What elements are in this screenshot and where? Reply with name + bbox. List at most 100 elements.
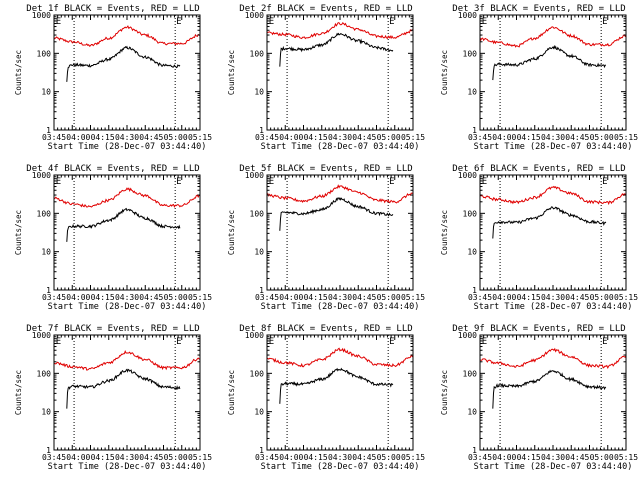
x-tick-label: 04:15 (304, 133, 328, 142)
chart-title: Det 1f BLACK = Events, RED = LLD (26, 4, 199, 14)
x-tick-label: 05:15 (401, 293, 425, 302)
e-marker-label-1: E (482, 17, 487, 27)
e-marker-label-1: E (269, 337, 274, 347)
e-marker-label-2: E (176, 177, 181, 187)
e-marker-label-1: E (269, 17, 274, 27)
series-line-events (279, 196, 394, 231)
x-tick-label: 04:15 (517, 293, 541, 302)
x-tick-label: 05:00 (164, 453, 188, 462)
x-tick-label: 04:30 (328, 133, 352, 142)
x-tick-label: 04:45 (139, 293, 163, 302)
x-tick-label: 04:45 (352, 133, 376, 142)
y-tick-label: 1 (46, 126, 51, 135)
x-axis-label: Start Time (28-Dec-07 03:44:40) (261, 462, 420, 472)
plot-frame (53, 174, 201, 291)
x-tick-label: 03:45 (255, 293, 279, 302)
x-tick-label: 04:15 (517, 133, 541, 142)
y-axis-label: Counts/sec (440, 50, 449, 95)
e-marker-label-2: E (602, 17, 607, 27)
y-tick-label: 1000 (32, 171, 51, 180)
x-tick-label: 04:45 (139, 453, 163, 462)
x-tick-label: 04:30 (115, 453, 139, 462)
x-tick-label: 03:45 (255, 133, 279, 142)
y-tick-label: 100 (463, 49, 478, 58)
y-tick-label: 10 (41, 248, 51, 257)
x-tick-label: 05:00 (377, 293, 401, 302)
x-tick-label: 05:15 (614, 293, 638, 302)
y-tick-label: 100 (37, 369, 52, 378)
y-tick-label: 1 (46, 286, 51, 295)
y-tick-label: 10 (467, 248, 477, 257)
chart-panel-2: Det 2f BLACK = Events, RED = LLD E E 1 10 100… (227, 4, 425, 152)
x-axis-label: Start Time (28-Dec-07 03:44:40) (48, 462, 207, 472)
x-tick-label: 05:15 (614, 453, 638, 462)
y-tick-label: 1000 (32, 11, 51, 20)
e-marker-label-2: E (389, 17, 394, 27)
x-axis-label: Start Time (28-Dec-07 03:44:40) (474, 462, 633, 472)
x-tick-label: 04:15 (304, 293, 328, 302)
x-tick-label: 04:00 (279, 293, 303, 302)
y-tick-label: 1 (46, 446, 51, 455)
chart-panel-1: Det 1f BLACK = Events, RED = LLD E E 1 10 100… (14, 4, 212, 152)
y-axis-label: Counts/sec (440, 370, 449, 415)
x-tick-label: 04:45 (565, 453, 589, 462)
x-tick-label: 04:15 (91, 293, 115, 302)
x-tick-label: 04:15 (304, 453, 328, 462)
x-tick-label: 03:45 (42, 133, 66, 142)
y-tick-label: 10 (41, 88, 51, 97)
e-marker-label-1: E (56, 177, 61, 187)
x-tick-label: 04:30 (541, 453, 565, 462)
x-tick-label: 04:00 (492, 293, 516, 302)
series-line-lld (266, 184, 414, 204)
series-line-events (66, 207, 181, 242)
x-tick-label: 04:00 (279, 453, 303, 462)
x-tick-label: 05:00 (590, 453, 614, 462)
x-axis-label: Start Time (28-Dec-07 03:44:40) (48, 302, 207, 312)
series-line-events (279, 32, 394, 67)
x-tick-label: 03:45 (468, 293, 492, 302)
e-marker-label-1: E (482, 177, 487, 187)
x-tick-label: 04:00 (66, 293, 90, 302)
x-axis-label: Start Time (28-Dec-07 03:44:40) (261, 302, 420, 312)
y-tick-label: 1 (259, 286, 264, 295)
x-tick-label: 04:15 (517, 453, 541, 462)
y-tick-label: 100 (250, 369, 265, 378)
x-tick-label: 04:45 (565, 133, 589, 142)
y-tick-label: 1 (472, 286, 477, 295)
x-tick-label: 05:00 (164, 133, 188, 142)
chart-title: Det 9f BLACK = Events, RED = LLD (452, 324, 625, 334)
series-line-events (66, 45, 181, 82)
y-axis-label: Counts/sec (227, 370, 236, 415)
chart-title: Det 3f BLACK = Events, RED = LLD (452, 4, 625, 14)
y-axis-label: Counts/sec (14, 210, 23, 255)
x-tick-label: 04:30 (115, 133, 139, 142)
chart-panel-6: Det 6f BLACK = Events, RED = LLD E E 1 10 100… (440, 164, 638, 312)
series-line-events (492, 44, 606, 81)
x-tick-label: 05:15 (188, 293, 212, 302)
series-line-lld (53, 350, 201, 371)
y-tick-label: 10 (467, 88, 477, 97)
x-tick-label: 04:30 (328, 453, 352, 462)
plot-frame (479, 14, 627, 131)
e-marker-label-1: E (56, 337, 61, 347)
e-marker-label-2: E (602, 177, 607, 187)
y-tick-label: 100 (37, 209, 52, 218)
e-marker-label-2: E (602, 337, 607, 347)
y-axis-label: Counts/sec (440, 210, 449, 255)
x-tick-label: 05:00 (590, 133, 614, 142)
chart-panel-9: Det 9f BLACK = Events, RED = LLD E E 1 10 100… (440, 324, 638, 472)
x-tick-label: 04:00 (492, 133, 516, 142)
e-marker-label-2: E (176, 17, 181, 27)
x-tick-label: 03:45 (42, 293, 66, 302)
series-line-lld (480, 185, 627, 206)
x-axis-label: Start Time (28-Dec-07 03:44:40) (474, 142, 633, 152)
y-tick-label: 1000 (458, 11, 477, 20)
x-tick-label: 05:00 (164, 293, 188, 302)
x-tick-label: 04:30 (541, 133, 565, 142)
x-tick-label: 04:30 (541, 293, 565, 302)
e-marker-label-1: E (269, 177, 274, 187)
x-tick-label: 04:00 (279, 133, 303, 142)
y-tick-label: 10 (254, 248, 264, 257)
chart-panel-8: Det 8f BLACK = Events, RED = LLD E E 1 10 100… (227, 324, 425, 472)
